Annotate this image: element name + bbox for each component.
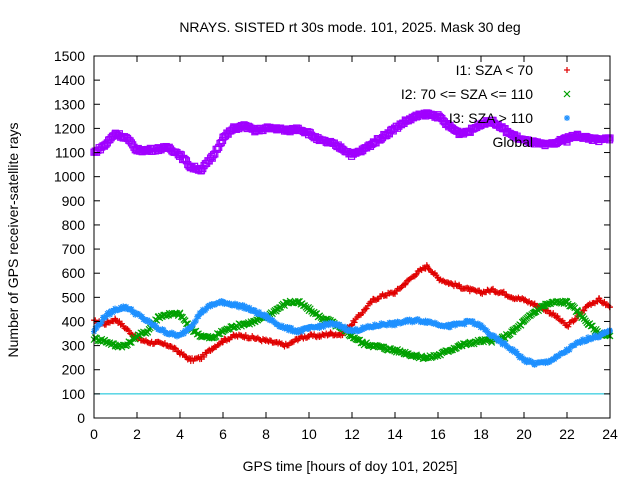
- x-tick-label: 18: [473, 426, 489, 442]
- data-point: [368, 299, 375, 306]
- series-1: [91, 262, 613, 365]
- data-point: [289, 339, 296, 346]
- legend-marker: [564, 115, 570, 121]
- y-tick-label: 500: [62, 289, 86, 305]
- y-tick-label: 1100: [55, 145, 85, 161]
- y-tick-label: 100: [62, 386, 86, 402]
- legend-entry-label: I3: SZA > 110: [449, 110, 533, 126]
- data-point: [397, 285, 404, 292]
- data-point: [167, 343, 174, 350]
- x-tick-label: 2: [133, 426, 141, 442]
- data-point: [171, 344, 178, 351]
- y-tick-label: 1300: [54, 96, 85, 112]
- data-point: [242, 332, 249, 339]
- y-tick-label: 1400: [54, 72, 85, 88]
- x-tick-label: 14: [387, 426, 403, 442]
- x-tick-label: 6: [219, 426, 227, 442]
- y-axis-label: Number of GPS receiver-satellite rays: [5, 123, 21, 358]
- data-point: [351, 319, 358, 326]
- data-point: [377, 343, 385, 351]
- y-tick-label: 1200: [54, 120, 85, 136]
- x-tick-label: 0: [90, 426, 98, 442]
- data-point: [327, 329, 334, 336]
- data-point: [182, 353, 189, 360]
- data-point: [539, 302, 546, 310]
- legend-entry-label: Global: [493, 134, 533, 150]
- data-point: [126, 339, 134, 346]
- y-axis: 0 100 200 300 400 500 600 700 800 900 1000 1100 1200…: [54, 48, 610, 426]
- legend-entry-label: I1: SZA < 70: [456, 62, 534, 78]
- data-point: [402, 280, 409, 287]
- data-point: [176, 309, 184, 317]
- y-tick-label: 1500: [54, 48, 85, 64]
- data-point: [464, 284, 471, 291]
- data-point: [363, 305, 370, 312]
- x-axis-label: GPS time [hours of doy 101, 2025]: [243, 458, 458, 474]
- data-point: [392, 290, 398, 297]
- data-point: [125, 327, 132, 334]
- legend-entry-label: I2: 70 <= SZA <= 110: [401, 86, 533, 102]
- data-point: [594, 298, 601, 305]
- data-point: [112, 316, 119, 323]
- legend-marker: [563, 90, 571, 98]
- x-tick-label: 8: [262, 426, 270, 442]
- x-tick-label: 10: [301, 426, 317, 442]
- data-point: [446, 346, 454, 354]
- series-4: [90, 109, 614, 175]
- y-tick-label: 900: [62, 193, 86, 209]
- y-tick-label: 0: [77, 410, 85, 426]
- legend-marker: [563, 138, 571, 146]
- x-tick-label: 16: [430, 426, 446, 442]
- data-point: [500, 288, 507, 295]
- data-point: [172, 345, 179, 352]
- y-tick-label: 1000: [54, 169, 85, 185]
- y-tick-label: 200: [62, 362, 86, 378]
- data-point: [554, 313, 561, 320]
- chart-title: NRAYS. SISTED rt 30s mode. 101, 2025. Ma…: [179, 19, 520, 35]
- legend-marker: [564, 67, 570, 73]
- data-point: [359, 309, 366, 316]
- data-point: [565, 323, 572, 330]
- data-point: [581, 307, 588, 314]
- data-point: [490, 285, 497, 292]
- y-tick-label: 300: [62, 338, 86, 354]
- y-tick-label: 600: [62, 265, 86, 281]
- legend: I1: SZA < 70 I2: 70 <= SZA <= 110 I3: SZA …: [401, 62, 571, 150]
- x-tick-label: 20: [516, 426, 532, 442]
- series-2: [90, 297, 614, 363]
- y-tick-label: 400: [62, 313, 86, 329]
- x-axis: 0 2 4 6 8 10 12 14 16 18 20 22 24: [90, 56, 618, 442]
- x-tick-label: 4: [176, 426, 184, 442]
- x-tick-label: 24: [602, 426, 618, 442]
- x-tick-label: 12: [344, 426, 360, 442]
- y-tick-label: 700: [62, 241, 86, 257]
- series-3: [91, 298, 613, 368]
- data-point: [287, 299, 295, 307]
- x-tick-label: 22: [559, 426, 575, 442]
- y-tick-label: 800: [62, 217, 86, 233]
- data-point: [201, 353, 208, 360]
- data-point: [413, 270, 420, 277]
- plot-area: [90, 109, 614, 395]
- data-point: [215, 341, 222, 348]
